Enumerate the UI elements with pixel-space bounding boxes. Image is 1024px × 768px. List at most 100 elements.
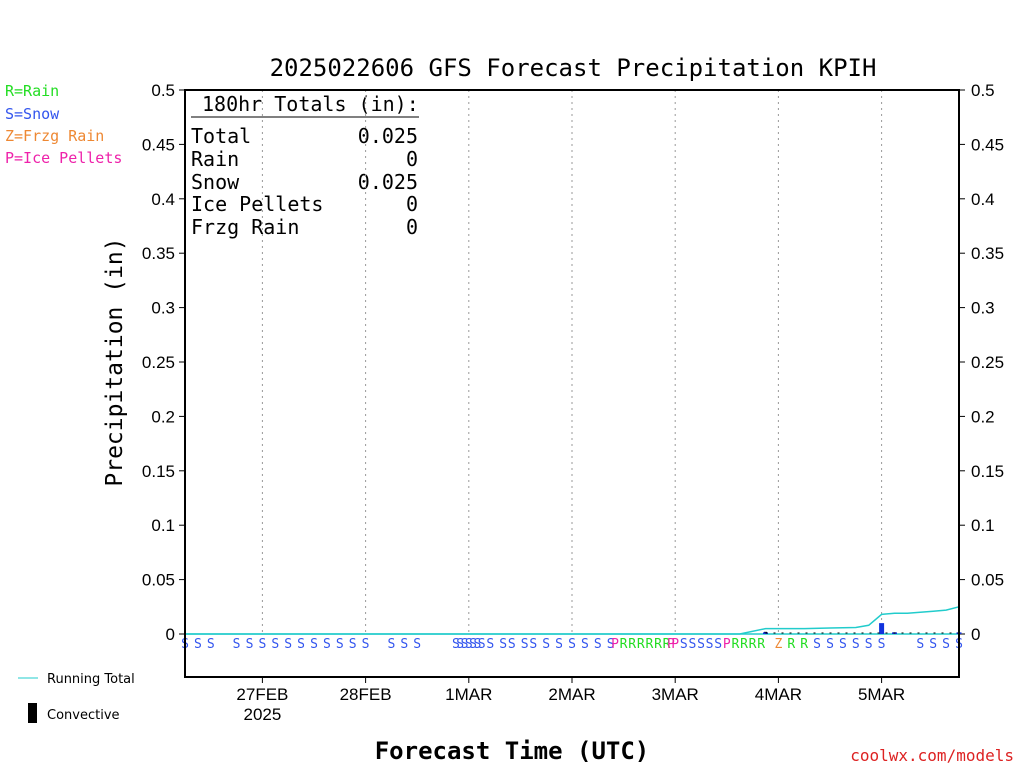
- ptype-code: S: [452, 637, 460, 652]
- chart-title: 2025022606 GFS Forecast Precipitation KP…: [270, 54, 877, 82]
- ptype-code: R: [757, 637, 765, 652]
- legend-rain: R=Rain: [5, 82, 59, 100]
- x-tick-label: 28FEB: [340, 685, 392, 704]
- ptype-code: S: [207, 637, 215, 652]
- ptype-code: P: [611, 637, 619, 652]
- ptype-code: S: [499, 637, 507, 652]
- ptype-code: S: [555, 637, 563, 652]
- ptype-code: S: [469, 637, 477, 652]
- y-tick-label: 0.25: [142, 353, 175, 372]
- y-tick-label: 0.45: [142, 135, 175, 154]
- y-tick-label: 0.3: [151, 299, 175, 318]
- ptype-code: S: [362, 637, 370, 652]
- y-tick-label-right: 0.05: [971, 571, 1004, 590]
- x-axis-label: Forecast Time (UTC): [375, 737, 650, 765]
- ptype-code: S: [271, 637, 279, 652]
- grid-layer: [261, 90, 883, 634]
- legend-snow: S=Snow: [5, 105, 60, 123]
- totals-total-label: Total: [191, 124, 251, 148]
- precip-type-legend: R=Rain S=Snow Z=Frzg Rain P=Ice Pellets: [5, 82, 122, 167]
- y-tick-label-right: 0.5: [971, 81, 995, 100]
- y-tick-label-right: 0.45: [971, 135, 1004, 154]
- totals-ice-pellets-value: 0: [406, 192, 418, 216]
- ptype-code: S: [852, 637, 860, 652]
- ptype-code: S: [878, 637, 886, 652]
- ptype-code: R: [628, 637, 636, 652]
- ptype-code: S: [916, 637, 924, 652]
- data-layer: [185, 606, 962, 635]
- totals-ice-pellets-label: Ice Pellets: [191, 192, 323, 216]
- ptype-code: S: [826, 637, 834, 652]
- y-tick-label-right: 0: [971, 625, 980, 644]
- plot-frame: [184, 89, 960, 678]
- x-tick-label: 2MAR: [548, 685, 595, 704]
- totals-snow-value: 0.025: [358, 170, 418, 194]
- y-tick-label: 0.5: [151, 81, 175, 100]
- x-tick-label: 27FEB: [236, 685, 288, 704]
- totals-rain-value: 0: [406, 147, 418, 171]
- ptype-code: S: [413, 637, 421, 652]
- y-tick-label-right: 0.25: [971, 353, 1004, 372]
- ptype-code: S: [942, 637, 950, 652]
- ptype-code: Z: [774, 637, 782, 652]
- ptype-code: P: [723, 637, 731, 652]
- ptype-code: S: [349, 637, 357, 652]
- x-tick-label: 3MAR: [652, 685, 699, 704]
- ptype-code: S: [194, 637, 202, 652]
- ptype-code: S: [697, 637, 705, 652]
- totals-rain-label: Rain: [191, 147, 239, 171]
- ptype-code: R: [645, 637, 653, 652]
- ptype-code: S: [714, 637, 722, 652]
- x-tick-label: 5MAR: [858, 685, 905, 704]
- y-tick-label-right: 0.35: [971, 244, 1004, 263]
- y-tick-label-right: 0.4: [971, 190, 995, 209]
- ptype-code: S: [233, 637, 241, 652]
- totals-frzg-rain-value: 0: [406, 215, 418, 239]
- ptype-code: R: [654, 637, 662, 652]
- series-legend: Running Total Convective: [18, 672, 135, 723]
- ptype-code: S: [706, 637, 714, 652]
- ptype-code: S: [258, 637, 266, 652]
- ptype-code: S: [246, 637, 254, 652]
- y-tick-label: 0.15: [142, 462, 175, 481]
- convective-legend-swatch: [28, 703, 37, 723]
- ptype-code: S: [456, 637, 464, 652]
- ptype-code: R: [800, 637, 808, 652]
- x-tick-label: 1MAR: [445, 685, 492, 704]
- ptype-code: S: [929, 637, 937, 652]
- ptype-code: P: [671, 637, 679, 652]
- y-tick-label-right: 0.15: [971, 462, 1004, 481]
- ptype-code: R: [740, 637, 748, 652]
- totals-total-value: 0.025: [358, 124, 418, 148]
- y-tick-label-right: 0.2: [971, 407, 995, 426]
- ptype-code: S: [607, 637, 615, 652]
- ptype-code: S: [284, 637, 292, 652]
- totals-snow-label: Snow: [191, 170, 240, 194]
- ptype-code: S: [465, 637, 473, 652]
- ptype-code: S: [400, 637, 408, 652]
- legend-ice-pellets: P=Ice Pellets: [5, 149, 122, 167]
- legend-frzg-rain: Z=Frzg Rain: [5, 127, 104, 145]
- ptype-code: S: [688, 637, 696, 652]
- convective-legend-label: Convective: [47, 708, 120, 723]
- ptype-code: S: [865, 637, 873, 652]
- y-tick-label: 0.1: [151, 516, 175, 535]
- precip-bar: [879, 623, 885, 634]
- y-tick-label-right: 0.1: [971, 516, 995, 535]
- y-axis-label: Precipitation (in): [102, 237, 128, 486]
- ptype-code: S: [680, 637, 688, 652]
- running-total-line: [185, 606, 960, 635]
- x-tick-sublabel: 2025: [243, 705, 281, 724]
- ptype-code: R: [787, 637, 795, 652]
- y-tick-label: 0.4: [151, 190, 175, 209]
- ptype-code: S: [323, 637, 331, 652]
- y-tick-label: 0.2: [151, 407, 175, 426]
- ptype-code: S: [336, 637, 344, 652]
- ptype-code: S: [297, 637, 305, 652]
- ptype-code: R: [749, 637, 757, 652]
- y-tick-label: 0.05: [142, 571, 175, 590]
- ptype-code: R: [620, 637, 628, 652]
- ptype-code: S: [486, 637, 494, 652]
